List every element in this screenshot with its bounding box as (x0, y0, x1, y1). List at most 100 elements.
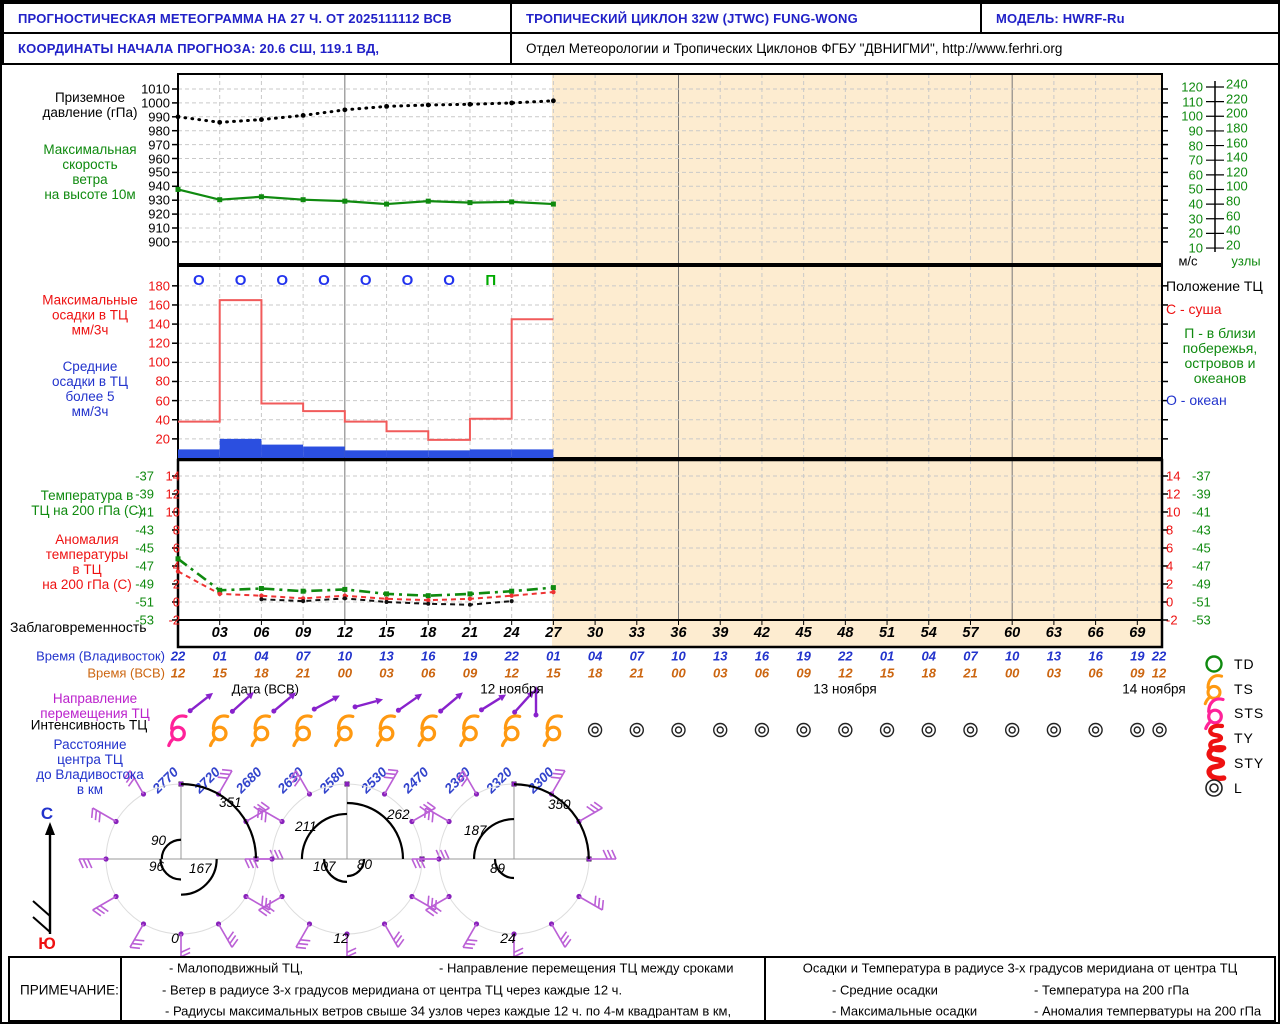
date-value: 13 ноября (813, 682, 876, 697)
tick-anom-right: 8 (1166, 523, 1173, 538)
rose-hour-label: 12 (333, 930, 349, 946)
move-direction-arrow (396, 694, 422, 713)
unlabeled-black-series (261, 598, 511, 604)
vladivostok-time: 16 (755, 649, 769, 664)
low-symbol (1006, 724, 1019, 737)
utc-time: 15 (880, 666, 894, 681)
tc-symbol (252, 716, 269, 746)
tick-knots: 120 (1226, 164, 1248, 179)
position-land-label: С - суша (1166, 301, 1222, 317)
lead-hour: 54 (921, 625, 937, 641)
legend-code-STS: STS (1234, 705, 1264, 721)
no-data-shade (552, 74, 1162, 647)
utc-time: 18 (254, 666, 268, 681)
tc-position-title: Положение ТЦ (1166, 278, 1263, 294)
tick-knots: 60 (1226, 208, 1240, 223)
lead-hour: 15 (378, 625, 394, 641)
vladivostok-time: 13 (1047, 649, 1061, 664)
lead-hour: 36 (670, 625, 686, 641)
tick-anom-left: 14 (166, 469, 180, 484)
max-wind-radius-km: 89 (490, 861, 506, 876)
cyclone-name: ТРОПИЧЕСКИЙ ЦИКЛОН 32W (JTWC) FUNG-WONG (510, 2, 982, 34)
temp-series (178, 559, 553, 596)
lead-hour: 03 (212, 625, 228, 641)
tick-pressure: 990 (148, 109, 170, 124)
tc-position-letter: О (193, 272, 205, 289)
tick-pressure: 970 (148, 137, 170, 152)
utc-time: 09 (463, 666, 477, 681)
rose-hour-label: 0 (171, 930, 179, 946)
lead-hour: 30 (587, 625, 603, 641)
vladivostok-time: 16 (421, 649, 435, 664)
vladivostok-time: 10 (338, 649, 352, 664)
vladivostok-time: 22 (171, 649, 185, 664)
notes-divider-1 (120, 956, 122, 1022)
low-symbol (964, 724, 977, 737)
note-move-dir: - Направление перемещения ТЦ между срока… (439, 961, 733, 976)
utc-time-label: Время (ВСВ) (87, 666, 165, 681)
low-symbol (881, 724, 894, 737)
tick-temp-left: -41 (135, 505, 154, 520)
tick-ms: 50 (1189, 182, 1203, 197)
tick-temp-left: -43 (135, 523, 154, 538)
max-wind-radius-km: 350 (548, 797, 571, 812)
compass-south-label: Ю (38, 934, 56, 954)
knots-unit-label: узлы (1231, 254, 1260, 269)
wind-rose-0 (79, 770, 283, 961)
vladivostok-time: 01 (212, 649, 226, 664)
vladivostok-time: 01 (880, 649, 894, 664)
pressure-label: Приземное давление (гПа) (42, 90, 137, 120)
vladivostok-time: 10 (1005, 649, 1019, 664)
tick-precip: 140 (148, 317, 170, 332)
rose-hour-label: 24 (499, 930, 516, 946)
precip-legend-title: Осадки и Температура в радиусе 3-х граду… (803, 961, 1238, 976)
vladivostok-time: 07 (630, 649, 644, 664)
vladivostok-time: 22 (838, 649, 852, 664)
tc-symbol (336, 716, 353, 746)
tick-temp-left: -53 (135, 613, 154, 628)
vladivostok-time: 13 (713, 649, 727, 664)
tick-ms: 110 (1182, 94, 1203, 109)
tick-precip: 160 (148, 297, 170, 312)
distance-to-vladivostok: 2770 (149, 764, 182, 797)
distance-to-vladivostok: 2300 (524, 764, 557, 797)
mean-precip-bar (512, 449, 554, 458)
lead-hour: 12 (337, 625, 353, 641)
lead-hour: 51 (879, 625, 895, 641)
ts-symbol (1205, 676, 1221, 704)
utc-time: 15 (212, 666, 226, 681)
compass-north-label: С (41, 804, 53, 824)
vladivostok-time: 01 (546, 649, 560, 664)
utc-time: 06 (1088, 666, 1102, 681)
legend-code-L: L (1234, 780, 1243, 796)
ms-unit-label: м/с (1178, 254, 1197, 269)
legend-code-TS: TS (1234, 681, 1254, 697)
utc-time: 18 (922, 666, 936, 681)
tick-precip: 180 (148, 278, 170, 293)
tc-symbol (544, 716, 561, 746)
l-symbol (1206, 780, 1222, 796)
move-direction-arrow (479, 694, 506, 711)
tc-symbol (377, 716, 394, 746)
tick-anom-right: 6 (1166, 541, 1173, 556)
tick-pressure: 930 (148, 193, 170, 208)
tick-pressure: 980 (148, 123, 170, 138)
utc-time: 12 (838, 666, 852, 681)
low-symbol (1131, 724, 1144, 737)
tick-anom-left: 8 (173, 523, 180, 538)
tick-temp-left: -49 (135, 577, 154, 592)
tc-position-letter: О (443, 272, 455, 289)
utc-time: 00 (671, 666, 685, 681)
lead-hour: 09 (295, 625, 311, 641)
vladivostok-time: 07 (296, 649, 310, 664)
utc-time: 09 (796, 666, 810, 681)
lead-hour: 48 (837, 625, 853, 641)
tick-pressure: 920 (148, 207, 170, 222)
tick-ms: 80 (1189, 138, 1203, 153)
tick-pressure: 910 (148, 221, 170, 236)
max-wind-radius-km: 351 (219, 795, 242, 810)
utc-time: 15 (546, 666, 560, 681)
low-symbol (714, 724, 727, 737)
meteogram-page: ОООООООП27702720268026302580253024702360… (0, 0, 1280, 1024)
vladivostok-time: 04 (588, 649, 602, 664)
